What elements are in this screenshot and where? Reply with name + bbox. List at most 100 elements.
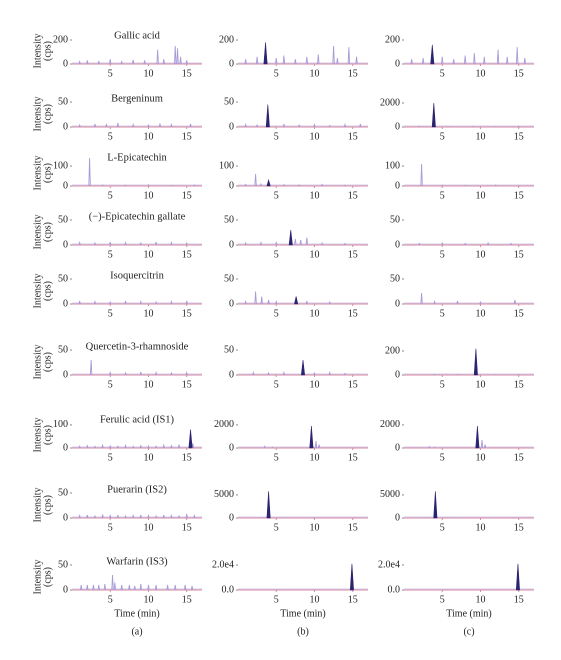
x-tick-label: 10 [475,452,485,463]
peak [441,241,444,246]
peak [131,122,135,128]
x-tick-label: 5 [108,522,113,533]
peak [299,239,302,246]
y-tick-label: 0 [63,180,68,191]
x-tick-label: 15 [348,68,358,79]
peak [86,584,89,591]
y-axis-label: (cps) [42,567,53,587]
peak [441,184,444,187]
peak [147,444,150,449]
peak [275,299,278,305]
x-tick-label: 15 [348,594,358,605]
peak [185,513,188,519]
peak [185,300,188,305]
peak [139,241,143,246]
peak [317,444,321,449]
peak [131,59,135,65]
x-tick-label: 10 [475,594,485,605]
peak [124,184,127,187]
peak [162,514,165,519]
peak [464,242,467,246]
peak [154,444,158,449]
compound-name: Gallic acid [114,30,161,41]
peak [170,513,173,519]
peak [101,443,104,449]
peak [78,60,81,65]
peak [170,299,173,305]
peak [305,237,309,246]
x-tick-label: 5 [440,249,445,260]
panel-caption: (a) [131,626,142,637]
peak [255,56,259,65]
peak [480,439,484,449]
peak [86,514,89,519]
peak [254,291,257,305]
peak [179,56,182,65]
peak [116,444,120,449]
x-tick-label: 10 [475,379,485,390]
y-axis-label: (cps) [42,281,53,301]
y-axis-label: Intensity [32,215,43,250]
peak [176,48,179,65]
filled-peak [266,491,271,519]
x-tick-label: 10 [143,522,153,533]
y-tick-label: 0 [229,180,234,191]
y-axis-label: Intensity [32,34,43,69]
y-tick-label: 0 [395,121,400,132]
x-tick-label: 10 [475,308,485,319]
peak [328,300,331,305]
y-tick-label: 50 [58,559,68,570]
x-axis-label: Time (min) [280,608,325,619]
y-tick-label: 0 [229,298,234,309]
x-tick-label: 10 [309,522,319,533]
x-tick-label: 5 [440,379,445,390]
x-tick-label: 5 [274,308,279,319]
peak [320,241,324,246]
peak [189,123,192,128]
peak [124,300,127,305]
peak [131,513,135,519]
x-tick-label: 5 [274,522,279,533]
y-tick-label: 50 [224,214,234,225]
filled-peak [309,426,314,449]
peak [297,123,301,128]
x-tick-label: 15 [348,131,358,142]
peak [486,241,490,246]
peak [185,241,188,246]
peak [410,59,413,65]
compound-name: Quercetin-3-rhamnoside [86,341,189,352]
peak [162,443,165,449]
filled-peak [431,102,436,128]
peak [97,60,100,65]
x-tick-label: 15 [514,594,524,605]
peak [132,445,135,449]
y-axis-label: Intensity [32,156,43,191]
filled-peak [294,296,299,305]
peak [143,60,146,65]
peak [317,54,320,65]
peak [79,584,83,591]
x-tick-label: 5 [274,452,279,463]
x-tick-label: 10 [309,68,319,79]
peak [294,238,297,246]
y-tick-label: 200 [385,34,400,45]
y-tick-label: 0 [395,239,400,250]
x-tick-label: 15 [348,190,358,201]
peak [86,60,89,65]
peak [343,372,347,376]
peak [111,574,114,591]
peak [193,184,196,187]
x-tick-label: 5 [274,379,279,390]
y-axis-label: (cps) [42,163,53,183]
peak [298,184,301,187]
peak [116,514,120,519]
peak [147,584,150,591]
x-tick-label: 5 [274,249,279,260]
y-tick-label: 100 [385,160,400,171]
x-tick-label: 5 [108,594,113,605]
peak [506,56,509,65]
peak [420,292,423,305]
y-tick-label: 2000 [380,97,400,108]
peak [170,371,173,376]
y-tick-label: 0 [229,369,234,380]
